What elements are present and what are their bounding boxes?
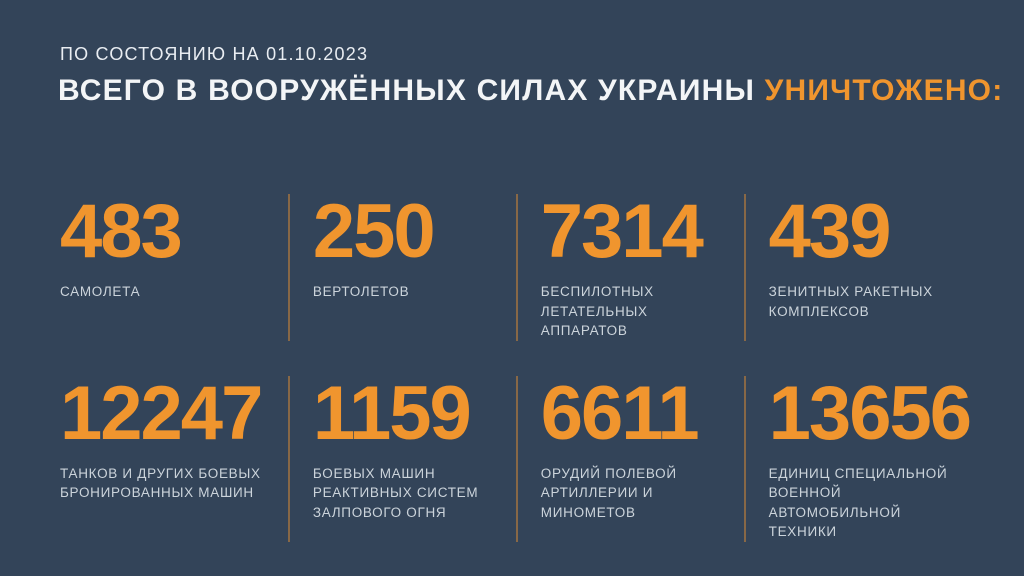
stat-tanks-armored: 12247 ТАНКОВ И ДРУГИХ БОЕВЫХ БРОНИРОВАНН… xyxy=(60,370,288,542)
stat-mlrs-label: БОЕВЫХ МАШИН РЕАКТИВНЫХ СИСТЕМ ЗАЛПОВОГО… xyxy=(312,465,479,520)
stat-sam-systems: 439 ЗЕНИТНЫХ РАКЕТНЫХ КОМПЛЕКСОВ xyxy=(743,189,984,341)
report-date: ПО СОСТОЯНИЮ НА 01.10.2023 xyxy=(60,44,369,64)
stat-aircraft-value: 483 xyxy=(60,189,183,274)
stats-grid: 483 САМОЛЕТА 250 ВЕРТОЛЕТОВ 7314 БЕСПИЛО… xyxy=(60,194,984,542)
stat-artillery-mortars-label: ОРУДИЙ ПОЛЕВОЙ АРТИЛЛЕРИИ И МИНОМЕТОВ xyxy=(540,465,677,520)
stat-aircraft: 483 САМОЛЕТА xyxy=(60,194,288,341)
stat-tanks-armored-label: ТАНКОВ И ДРУГИХ БОЕВЫХ БРОНИРОВАННЫХ МАШ… xyxy=(60,465,261,501)
stat-helicopters-label: ВЕРТОЛЕТОВ xyxy=(312,284,410,299)
stat-mlrs-value: 1159 xyxy=(312,370,472,456)
stat-helicopters: 250 ВЕРТОЛЕТОВ xyxy=(287,189,516,341)
stat-special-vehicles-value: 13656 xyxy=(768,370,972,456)
page-title-main: ВСЕГО В ВООРУЖЁННЫХ СИЛАХ УКРАИНЫ xyxy=(58,74,765,107)
page-title: ВСЕГО В ВООРУЖЁННЫХ СИЛАХ УКРАИНЫ УНИЧТО… xyxy=(58,74,1003,108)
stat-special-vehicles-label: ЕДИНИЦ СПЕЦИАЛЬНОЙ ВОЕННОЙ АВТОМОБИЛЬНОЙ… xyxy=(768,465,948,540)
stat-aircraft-label: САМОЛЕТА xyxy=(60,284,141,299)
stat-artillery-mortars: 6611 ОРУДИЙ ПОЛЕВОЙ АРТИЛЛЕРИИ И МИНОМЕТ… xyxy=(515,370,744,542)
stat-tanks-armored-value: 12247 xyxy=(60,370,263,456)
stat-special-vehicles: 13656 ЕДИНИЦ СПЕЦИАЛЬНОЙ ВОЕННОЙ АВТОМОБ… xyxy=(743,370,984,542)
page-title-highlight: УНИЧТОЖЕНО: xyxy=(764,74,1004,107)
stat-uav-value: 7314 xyxy=(540,189,704,274)
stat-artillery-mortars-value: 6611 xyxy=(540,370,700,456)
stat-helicopters-value: 250 xyxy=(312,189,436,274)
stat-uav: 7314 БЕСПИЛОТНЫХ ЛЕТАТЕЛЬНЫХ АППАРАТОВ xyxy=(515,189,744,341)
stat-sam-systems-value: 439 xyxy=(768,189,892,274)
stat-uav-label: БЕСПИЛОТНЫХ ЛЕТАТЕЛЬНЫХ АППАРАТОВ xyxy=(540,284,654,339)
stat-mlrs: 1159 БОЕВЫХ МАШИН РЕАКТИВНЫХ СИСТЕМ ЗАЛП… xyxy=(287,370,516,542)
stat-sam-systems-label: ЗЕНИТНЫХ РАКЕТНЫХ КОМПЛЕКСОВ xyxy=(768,284,933,319)
